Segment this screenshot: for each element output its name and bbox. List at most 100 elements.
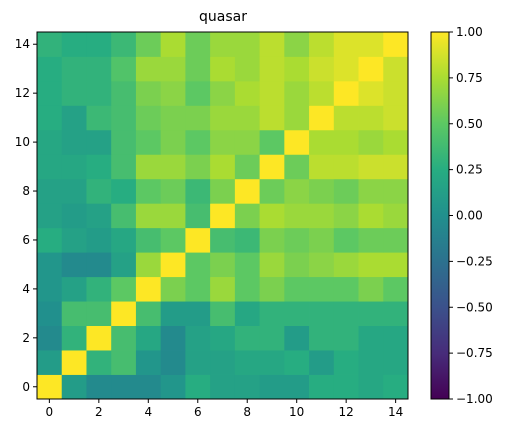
- heatmap-cell: [37, 129, 63, 155]
- heatmap-cell: [111, 154, 137, 180]
- colorbar-tick-label: −0.25: [456, 254, 493, 268]
- heatmap-cell: [383, 227, 409, 253]
- y-axis: 0 2 4 6 8 10 12 14: [15, 37, 37, 394]
- colorbar-tick-label: −1.00: [456, 392, 493, 406]
- heatmap-cell: [383, 32, 409, 57]
- heatmap-cell: [358, 105, 384, 131]
- heatmap-cell: [259, 325, 285, 351]
- heatmap-cell: [135, 154, 162, 180]
- heatmap-cell: [61, 227, 87, 253]
- heatmap-cell: [309, 374, 335, 400]
- x-axis: 0 2 4 6 8 10 12 14: [46, 399, 403, 419]
- heatmap-cell: [284, 350, 310, 375]
- heatmap-cell: [259, 80, 285, 106]
- heatmap-cell: [358, 178, 384, 204]
- heatmap-cell: [135, 301, 162, 326]
- heatmap-cell: [309, 301, 335, 326]
- heatmap-cell: [284, 252, 310, 278]
- heatmap-cell: [135, 252, 162, 278]
- heatmap-cell: [111, 276, 137, 302]
- y-tick-label: 12: [15, 86, 30, 100]
- heatmap-cell: [61, 56, 87, 82]
- x-tick-label: 14: [388, 405, 403, 419]
- heatmap-cell: [309, 129, 335, 155]
- heatmap-cell: [111, 129, 137, 155]
- heatmap-cell: [259, 178, 285, 204]
- heatmap-cell: [160, 276, 186, 302]
- heatmap-cell: [383, 276, 409, 302]
- heatmap-cell: [259, 154, 285, 180]
- heatmap-cell: [259, 105, 285, 131]
- heatmap-cell: [358, 80, 384, 106]
- colorbar: [430, 31, 450, 400]
- heatmap-cell: [86, 227, 112, 253]
- y-tick-label: 0: [22, 380, 30, 394]
- heatmap-cell: [284, 105, 310, 131]
- heatmap-cell: [259, 350, 285, 375]
- heatmap-cell: [135, 203, 162, 229]
- heatmap-cell: [383, 350, 409, 375]
- heatmap-cell: [333, 276, 359, 302]
- heatmap-cell: [111, 80, 137, 106]
- heatmap-cell: [135, 325, 162, 351]
- heatmap-cell: [234, 252, 260, 278]
- heatmap-cell: [259, 129, 285, 155]
- heatmap-cell: [135, 276, 162, 302]
- heatmap-cell: [309, 325, 335, 351]
- heatmap-cell: [86, 276, 112, 302]
- heatmap-cells: [37, 32, 409, 400]
- heatmap-cell: [160, 203, 186, 229]
- heatmap-cell: [86, 252, 112, 278]
- heatmap-cell: [234, 56, 260, 82]
- chart-title: quasar: [199, 9, 247, 25]
- x-tick-label: 0: [46, 405, 54, 419]
- heatmap-cell: [61, 350, 87, 375]
- heatmap-cell: [61, 203, 87, 229]
- heatmap-cell: [210, 56, 236, 82]
- heatmap-cell: [160, 374, 186, 400]
- heatmap-cell: [61, 325, 87, 351]
- heatmap-cell: [185, 301, 211, 326]
- heatmap-cell: [309, 56, 335, 82]
- heatmap-cell: [86, 105, 112, 131]
- heatmap-cell: [309, 350, 335, 375]
- heatmap-cell: [37, 252, 63, 278]
- heatmap-cell: [234, 129, 260, 155]
- heatmap-cell: [383, 105, 409, 131]
- heatmap-cell: [185, 56, 211, 82]
- heatmap-cell: [259, 252, 285, 278]
- heatmap-cell: [309, 154, 335, 180]
- x-tick-label: 12: [339, 405, 354, 419]
- heatmap-cell: [135, 80, 162, 106]
- heatmap-cell: [259, 203, 285, 229]
- heatmap-cell: [37, 32, 63, 57]
- heatmap-cell: [37, 178, 63, 204]
- heatmap-cell: [61, 276, 87, 302]
- heatmap-cell: [37, 276, 63, 302]
- heatmap-cell: [333, 374, 359, 400]
- colorbar-tick-label: 1.00: [456, 25, 483, 39]
- heatmap-cell: [234, 80, 260, 106]
- heatmap-cell: [358, 276, 384, 302]
- heatmap-cell: [185, 154, 211, 180]
- heatmap-cell: [61, 301, 87, 326]
- heatmap-cell: [333, 80, 359, 106]
- heatmap-cell: [86, 178, 112, 204]
- heatmap-cell: [210, 227, 236, 253]
- heatmap-cell: [309, 32, 335, 57]
- heatmap-cell: [185, 80, 211, 106]
- heatmap-cell: [210, 203, 236, 229]
- heatmap-cell: [358, 374, 384, 400]
- heatmap-cell: [234, 178, 260, 204]
- x-tick-label: 6: [194, 405, 202, 419]
- heatmap-cell: [111, 32, 137, 57]
- heatmap-cell: [210, 32, 236, 57]
- heatmap-cell: [284, 325, 310, 351]
- heatmap-cell: [309, 227, 335, 253]
- heatmap-cell: [284, 301, 310, 326]
- heatmap-cell: [259, 32, 285, 57]
- heatmap-cell: [234, 350, 260, 375]
- heatmap-cell: [333, 56, 359, 82]
- heatmap-cell: [284, 178, 310, 204]
- heatmap-cell: [185, 32, 211, 57]
